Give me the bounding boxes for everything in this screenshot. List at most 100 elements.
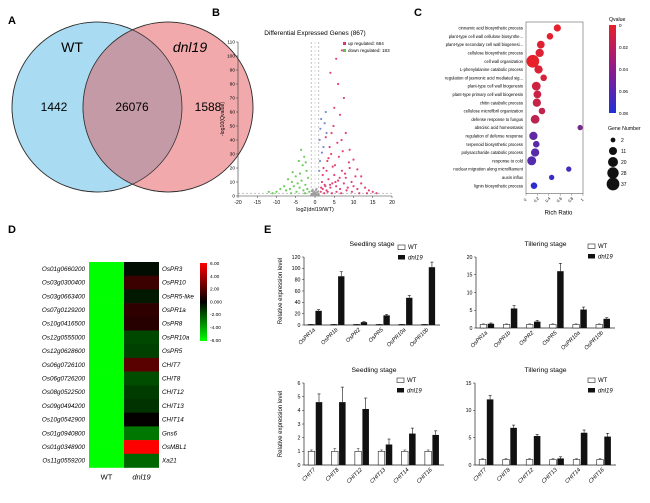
volcano-y-tick-label: 10 bbox=[230, 180, 236, 186]
heatmap-cell-dnl19 bbox=[124, 344, 159, 359]
heatmap-cell-wt bbox=[89, 412, 124, 427]
bar-dnl19 bbox=[338, 276, 345, 325]
volcano-point bbox=[271, 192, 274, 195]
volcano-point bbox=[332, 124, 335, 128]
volcano-point bbox=[340, 138, 343, 142]
volcano-point bbox=[356, 168, 359, 171]
bar-category-label: OsPR2 bbox=[345, 327, 363, 345]
legend-label-wt: WT bbox=[407, 378, 417, 384]
volcano-x-tick-label: 5 bbox=[333, 200, 336, 206]
bar-chart-y-tick-label: 0 bbox=[298, 323, 301, 329]
enrich-x-tick-label: 0.6 bbox=[555, 195, 563, 203]
heatmap-row-gene: OsPR10 bbox=[162, 280, 186, 287]
volcano-point bbox=[336, 141, 339, 144]
heatmap-cell-wt bbox=[89, 344, 124, 359]
bar-wt bbox=[398, 324, 406, 326]
bar-dnl19 bbox=[533, 321, 541, 328]
bar-category-label: CHIT7 bbox=[301, 467, 317, 483]
enrich-bubble bbox=[566, 166, 572, 172]
enrich-x-tick-label: 1 bbox=[579, 197, 585, 203]
bar-chart-y-tick-label: 5 bbox=[470, 308, 473, 314]
enrich-size-legend-label: 28 bbox=[621, 171, 627, 177]
bar-wt bbox=[595, 324, 603, 329]
volcano-point bbox=[371, 190, 374, 193]
volcano-point bbox=[352, 158, 355, 161]
enrich-x-label: Rich Ratio bbox=[545, 211, 573, 217]
enrich-bubble bbox=[535, 48, 544, 58]
volcano-x-tick-label: 20 bbox=[389, 200, 395, 206]
heatmap-row-id: Os08g0522500 bbox=[42, 389, 86, 396]
bar-category-label: CHIT12 bbox=[517, 467, 535, 485]
bar-dnl19 bbox=[580, 309, 587, 328]
heatmap-cell-dnl19 bbox=[124, 275, 159, 290]
volcano-y-tick-label: 40 bbox=[230, 138, 236, 144]
enrich-term-label: polysaccharide catabolic process bbox=[462, 150, 523, 155]
volcano-point bbox=[302, 189, 305, 192]
heatmap-cell-dnl19 bbox=[124, 316, 159, 331]
volcano-point bbox=[337, 179, 340, 182]
volcano-point bbox=[317, 194, 320, 197]
volcano-y-label: -log10(Qvalue) bbox=[220, 102, 226, 137]
volcano-point bbox=[324, 110, 327, 114]
venn-count-overlap: 26076 bbox=[115, 100, 149, 114]
volcano-point bbox=[320, 151, 324, 154]
bar-wt bbox=[307, 324, 315, 326]
heatmap-colorbar-tick: 2.00 bbox=[210, 287, 220, 293]
volcano-point bbox=[275, 190, 278, 193]
heatmap-cell-wt bbox=[89, 440, 124, 455]
legend-swatch-wt bbox=[396, 377, 405, 383]
volcano-point bbox=[288, 187, 292, 191]
enrich-term-label: lignin biosynthetic process bbox=[474, 183, 523, 188]
panel-label-c: C bbox=[414, 7, 422, 19]
venn-count-dnl19-only: 1588 bbox=[195, 100, 222, 114]
bar-dnl19 bbox=[510, 427, 517, 465]
heatmap-row-id: Os10g0416500 bbox=[42, 321, 86, 328]
venn-label-dnl19: dnl19 bbox=[173, 39, 207, 55]
volcano-point bbox=[331, 165, 334, 168]
volcano-point bbox=[300, 179, 303, 182]
bar-chart-y-tick-label: 100 bbox=[292, 266, 301, 272]
enrich-term-label: cellulose microfibril organization bbox=[464, 109, 524, 114]
bar-dnl19 bbox=[487, 323, 495, 328]
heatmap-row-id: Os01g0348900 bbox=[42, 444, 86, 451]
enrich-size-legend-label: 37 bbox=[621, 182, 627, 188]
heatmap-cell-dnl19 bbox=[124, 289, 159, 304]
enrich-term-label: auxin influx bbox=[502, 175, 524, 180]
heatmap-row-gene: OsPR5-like bbox=[162, 293, 194, 300]
heatmap-row-id: Os06g0726200 bbox=[42, 375, 86, 382]
heatmap-cell-dnl19 bbox=[124, 385, 159, 400]
heatmap-colorbar-tick: 6.00 bbox=[210, 261, 220, 267]
enrich-bubble bbox=[526, 54, 540, 68]
heatmap-cell-dnl19 bbox=[124, 371, 159, 386]
go-enrichment-plot: cinnamic acid biosynthetic process plant-… bbox=[445, 17, 641, 217]
enrich-size-legend-dot bbox=[606, 177, 620, 191]
volcano-point bbox=[279, 187, 282, 191]
heatmap-cell-wt bbox=[89, 399, 124, 413]
bar-chart-title: Tillering stage bbox=[524, 241, 566, 248]
volcano-point bbox=[367, 189, 370, 192]
volcano-point bbox=[306, 176, 310, 179]
heatmap-row-gene: Xa21 bbox=[161, 458, 177, 465]
volcano-point bbox=[330, 192, 334, 195]
volcano-point bbox=[319, 190, 322, 193]
bar-category-label: OsPR1b bbox=[493, 330, 512, 349]
volcano-point bbox=[341, 150, 344, 153]
bar-wt bbox=[307, 451, 316, 466]
enrich-bubble bbox=[532, 140, 540, 148]
bar-wt bbox=[596, 459, 604, 466]
volcano-point bbox=[335, 185, 338, 188]
volcano-y-tick-label: 90 bbox=[230, 68, 236, 74]
volcano-point bbox=[329, 186, 332, 189]
volcano-point bbox=[338, 113, 342, 116]
volcano-point bbox=[333, 164, 337, 167]
enrich-plot-frame bbox=[525, 21, 584, 194]
bar-chart-y-tick-label: 60 bbox=[295, 289, 301, 295]
heatmap-colorbar bbox=[200, 263, 207, 341]
enrich-bubble bbox=[577, 124, 583, 131]
volcano-point bbox=[335, 57, 338, 60]
bar-wt bbox=[525, 459, 534, 466]
bar-dnl19 bbox=[603, 318, 610, 328]
bar-wt bbox=[377, 451, 386, 466]
volcano-x-tick-label: 10 bbox=[351, 200, 357, 206]
